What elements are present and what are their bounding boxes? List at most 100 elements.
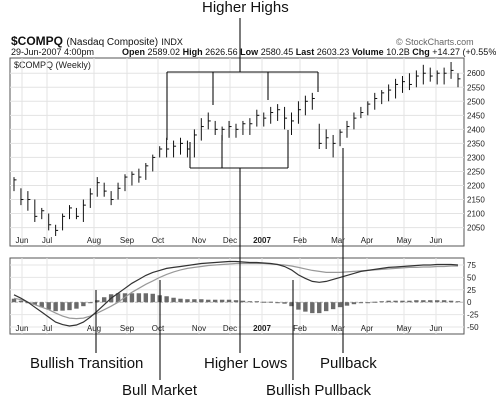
price-y-tick: 2250 (467, 167, 485, 176)
histogram-bar (379, 301, 384, 303)
price-x-tick: Sep (120, 236, 135, 245)
indicator-x-tick: May (396, 324, 411, 333)
ohlc-bar (207, 112, 211, 130)
indicator-x-tick: Jun (430, 324, 443, 333)
volume-value: 10.2B (386, 47, 410, 57)
price-x-axis: Jun Jul Aug Sep Oct Nov Dec 2007 Feb Mar Apr May Jun (16, 236, 443, 245)
low-value: 2580.45 (260, 47, 294, 57)
histogram-bar (164, 296, 169, 303)
histogram-bar (407, 300, 412, 303)
ohlc-bar (367, 101, 371, 116)
ohlc-bar (277, 104, 281, 121)
price-x-tick: Jun (430, 236, 443, 245)
histogram-bar (150, 293, 155, 303)
ohlc-bar (318, 123, 322, 149)
histogram-bar (310, 302, 315, 314)
ohlc-bar (48, 213, 52, 231)
ohlc-bar (193, 129, 197, 158)
ohlc-bar (27, 191, 31, 211)
ohlc-bar (110, 191, 114, 206)
ohlc-bar (41, 207, 45, 220)
histogram-bar (11, 298, 17, 303)
histogram-bar (365, 302, 371, 304)
indicator-fast-line (13, 260, 459, 327)
price-y-tick: 2100 (467, 210, 485, 219)
ohlc-bar (339, 129, 343, 147)
ohlc-bar (152, 154, 156, 172)
bullish-transition-label: Bullish Transition (30, 355, 144, 372)
price-x-tick: Mar (331, 236, 345, 245)
histogram-bar (344, 302, 350, 306)
histogram-bar (199, 299, 204, 303)
ohlc-bar (457, 73, 461, 88)
ohlc-bar (291, 112, 294, 135)
ohlc-bar (89, 188, 93, 208)
ohlc-bar (422, 64, 426, 85)
ohlc-bar (82, 199, 86, 222)
histogram-bar (421, 300, 426, 303)
histogram-bar (212, 299, 218, 303)
price-x-tick: Jul (42, 236, 52, 245)
ohlc-bar (13, 177, 17, 192)
higher-lows-label: Higher Lows (204, 355, 288, 372)
histogram-bar (275, 302, 280, 304)
histogram-bar (74, 302, 79, 309)
indicator-y-tick: -25 (467, 311, 479, 320)
histogram-bar (358, 302, 364, 304)
indicator-x-tick: Nov (192, 324, 206, 333)
price-y-tick: 2400 (467, 125, 485, 134)
ohlc-bar (374, 92, 378, 110)
histogram-bar (448, 300, 454, 303)
legend-text: $COMPQ (Weekly) (14, 60, 91, 70)
histogram-bar (386, 300, 391, 303)
chart-date: 29-Jun-2007 4:00pm (11, 47, 95, 57)
ohlc-bar (173, 140, 177, 158)
indicator-y-axis: 75 50 25 0 -25 -50 (467, 261, 479, 332)
volume-label: Volume (351, 47, 384, 57)
price-bars (13, 62, 461, 236)
histogram-bar (185, 299, 190, 303)
ohlc-bar (297, 101, 301, 124)
ohlc-bar (96, 177, 100, 197)
last-label: Last (295, 47, 315, 57)
price-x-tick: 2007 (253, 236, 271, 245)
price-x-tick: Oct (152, 236, 165, 245)
high-label: High (182, 47, 203, 57)
indicator-x-tick: Oct (152, 324, 165, 333)
histogram-bar (414, 300, 419, 303)
histogram-bar (282, 302, 287, 304)
histogram-bar (296, 302, 301, 310)
price-y-tick: 2300 (467, 153, 485, 162)
ohlc-bar (443, 67, 447, 85)
histogram-bar (261, 301, 266, 303)
histogram-bar (351, 302, 357, 305)
ohlc-bar (402, 76, 405, 93)
ohlc-bar (214, 120, 218, 135)
indicator-y-tick: 25 (467, 286, 476, 295)
open-label: Open (122, 47, 146, 57)
ohlc-bar (166, 137, 170, 158)
ohlc-bar (20, 188, 24, 206)
indicator-y-tick: 75 (467, 261, 476, 270)
histogram-bar (323, 302, 329, 312)
price-y-tick: 2550 (467, 83, 485, 92)
histogram-bar (39, 302, 44, 308)
histogram-bar (233, 300, 239, 303)
ohlc-bar (284, 106, 288, 130)
ohlc-bar (138, 168, 142, 183)
ohlc-bar (256, 109, 260, 127)
indicator-slow-line (13, 262, 458, 320)
histogram-bar (455, 301, 461, 303)
ohlc-bar (332, 134, 336, 158)
ohlc-bar (381, 90, 385, 105)
high-value: 2626.56 (205, 47, 238, 57)
indicator-panel (9, 257, 465, 335)
histogram-bar (95, 300, 100, 303)
price-x-tick: Dec (223, 236, 237, 245)
ohlc-bar (450, 62, 454, 79)
price-y-tick: 2500 (467, 97, 485, 106)
price-y-tick: 2600 (467, 69, 485, 78)
ohlc-bar (228, 120, 232, 138)
ohlc-bar (415, 70, 419, 88)
